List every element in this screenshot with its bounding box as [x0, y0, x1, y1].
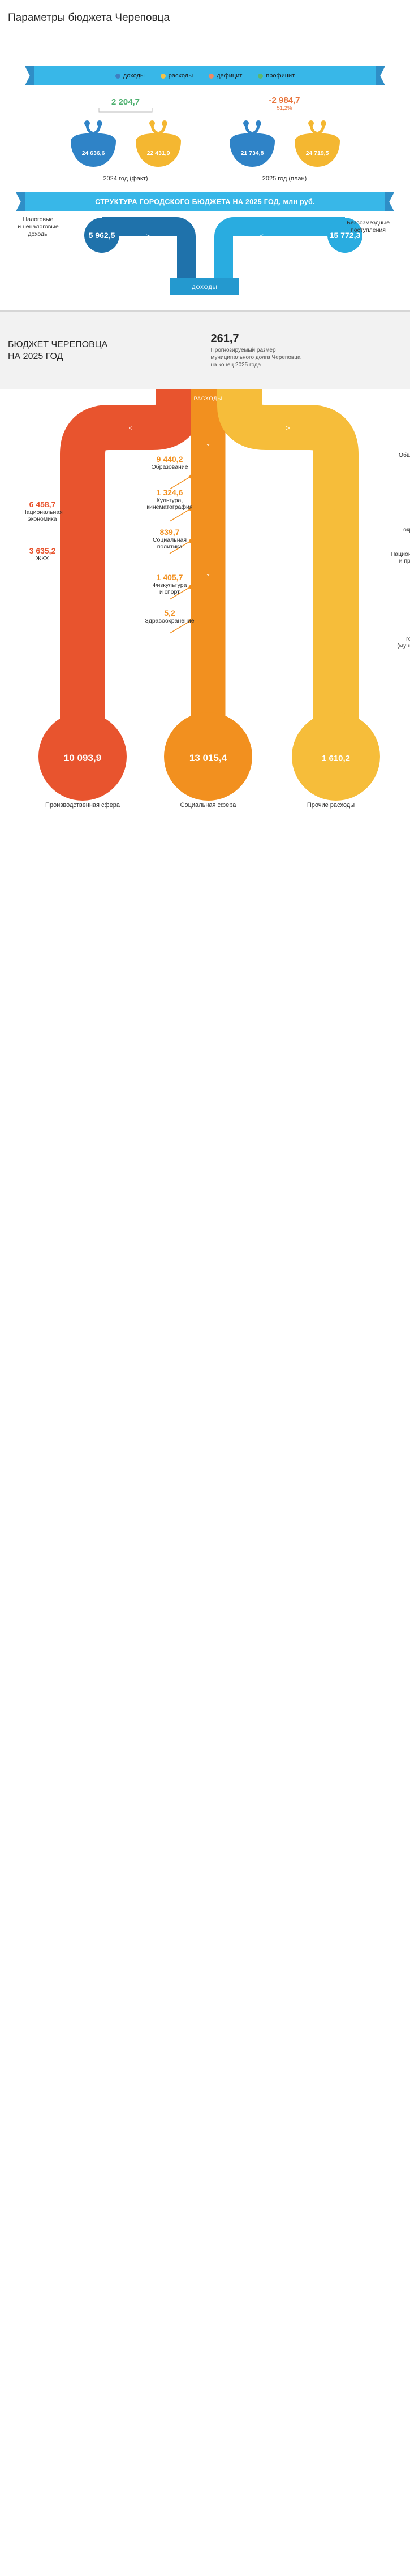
- svg-text:>: >: [286, 424, 290, 432]
- svg-text:ДОХОДЫ: ДОХОДЫ: [192, 284, 217, 290]
- svg-text:>: >: [146, 232, 150, 240]
- svg-text:<: <: [128, 424, 132, 432]
- svg-text:22 431,9: 22 431,9: [146, 150, 170, 157]
- svg-text:21 734,8: 21 734,8: [240, 150, 264, 157]
- svg-text:-2 984,7: -2 984,7: [269, 96, 300, 105]
- svg-text:24 636,6: 24 636,6: [81, 150, 105, 157]
- svg-text:⌄: ⌄: [285, 609, 291, 617]
- svg-text:10 093,9: 10 093,9: [64, 753, 101, 763]
- svg-text:13 015,4: 13 015,4: [189, 753, 227, 763]
- svg-text:РАСХОДЫ: РАСХОДЫ: [194, 396, 223, 401]
- svg-text:5 962,5: 5 962,5: [89, 231, 115, 240]
- svg-text:⌄: ⌄: [205, 439, 211, 447]
- svg-text:1 610,2: 1 610,2: [322, 754, 350, 763]
- svg-text:24 719,5: 24 719,5: [305, 150, 329, 157]
- svg-text:<: <: [259, 232, 264, 240]
- svg-text:2 204,7: 2 204,7: [111, 97, 140, 107]
- svg-text:51,2%: 51,2%: [277, 105, 292, 111]
